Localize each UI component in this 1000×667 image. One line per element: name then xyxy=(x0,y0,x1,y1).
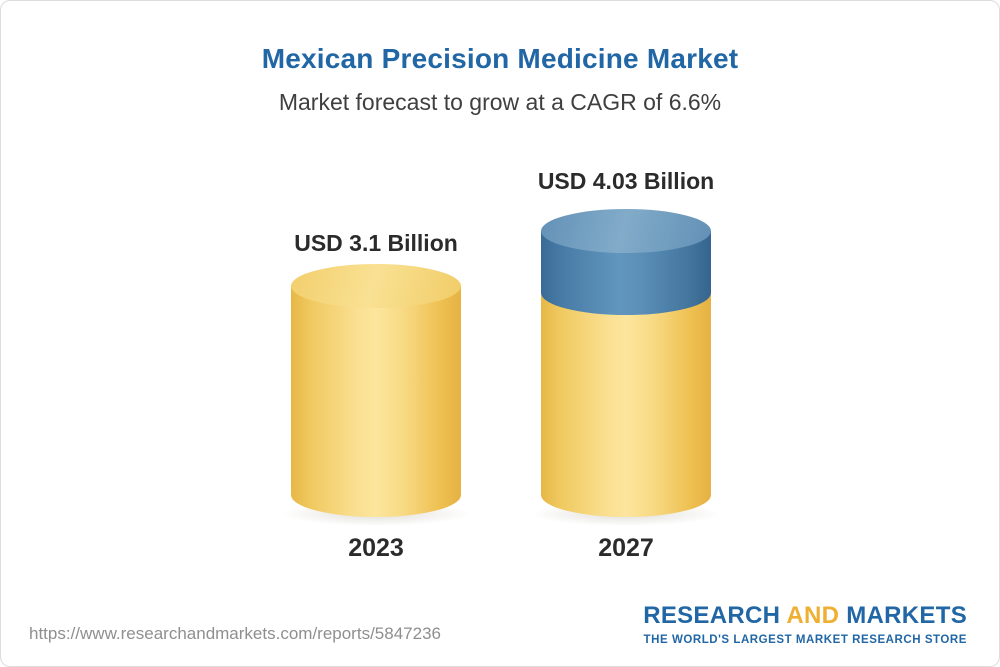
value-label-2023: USD 3.1 Billion xyxy=(294,230,458,256)
logo-word-and: AND xyxy=(786,602,840,629)
logo-word-markets: MARKETS xyxy=(846,602,967,629)
category-label-2023: 2023 xyxy=(348,534,404,562)
bar-2027-base-segment xyxy=(541,293,711,517)
page-title: Mexican Precision Medicine Market xyxy=(261,43,739,74)
bar-2023-top-ellipse xyxy=(291,264,461,308)
bar-2023-body xyxy=(291,286,461,517)
bar-2027-top-ellipse xyxy=(541,209,711,253)
value-label-2027: USD 4.03 Billion xyxy=(537,168,715,194)
report-url-link[interactable]: https://www.researchandmarkets.com/repor… xyxy=(29,624,441,643)
category-label-2027: 2027 xyxy=(598,534,654,562)
logo-word-research: RESEARCH xyxy=(643,602,781,629)
bar-2027 xyxy=(531,209,721,526)
logo-tagline: THE WORLD'S LARGEST MARKET RESEARCH STOR… xyxy=(643,634,967,646)
page-subtitle: Market forecast to grow at a CAGR of 6.6… xyxy=(278,89,722,115)
bar-2023 xyxy=(281,264,471,526)
research-and-markets-logo: RESEARCH AND MARKETS THE WORLD'S LARGEST… xyxy=(643,602,967,646)
logo-wordmark: RESEARCH AND MARKETS xyxy=(643,602,967,630)
